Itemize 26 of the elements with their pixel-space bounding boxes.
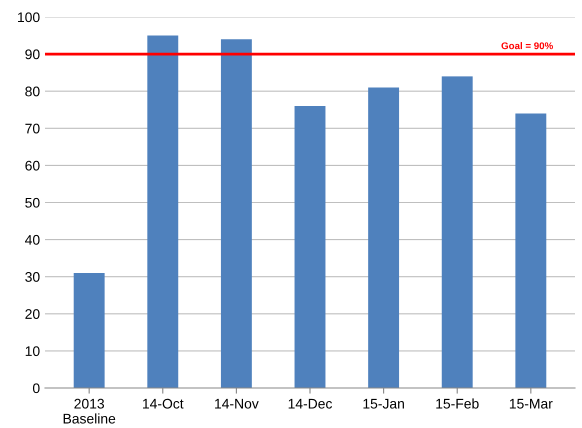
- y-tick-label: 50: [25, 198, 40, 208]
- bar: [515, 113, 546, 388]
- bar: [220, 39, 252, 388]
- x-tick-label: 14-Oct: [143, 398, 184, 409]
- bar: [74, 272, 105, 388]
- bar: [147, 36, 178, 388]
- x-tick-label: 14-Dec: [288, 398, 332, 409]
- y-tick-label: 80: [25, 86, 40, 96]
- x-tick-label: 14-Nov: [215, 398, 259, 409]
- x-tick-label: 15-Feb: [436, 398, 479, 409]
- x-tick-label: 15-Mar: [510, 398, 553, 409]
- x-tick-label: 15-Jan: [363, 398, 404, 409]
- y-tick-label: 90: [25, 49, 40, 60]
- ref-line-label: Goal = 90%: [501, 42, 553, 50]
- bar: [368, 87, 400, 388]
- y-tick-label: 0: [32, 383, 40, 394]
- y-tick-label: 70: [25, 124, 40, 134]
- x-tick-label: 2013 Baseline: [64, 398, 116, 424]
- y-tick-label: 20: [25, 309, 40, 319]
- bar: [294, 106, 326, 388]
- y-tick-label: 10: [26, 346, 40, 356]
- y-tick-label: 60: [25, 160, 40, 171]
- bar: [442, 76, 473, 388]
- y-tick-label: 40: [25, 234, 40, 245]
- y-tick-label: 30: [25, 272, 40, 282]
- y-tick-label: 100: [18, 12, 40, 22]
